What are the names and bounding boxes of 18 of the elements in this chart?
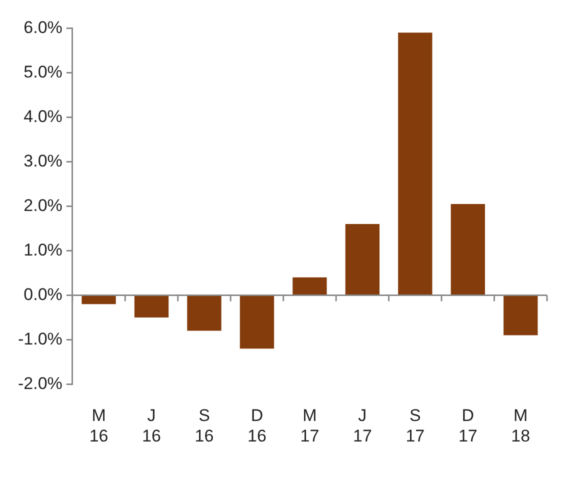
y-tick-label: 5.0% bbox=[24, 62, 62, 82]
x-tick-label: D 17 bbox=[458, 406, 478, 446]
y-tick-label: 0.0% bbox=[24, 284, 62, 304]
y-tick-label: 1.0% bbox=[24, 240, 62, 260]
y-tick-label: -2.0% bbox=[18, 374, 62, 393]
x-tick-label: S 16 bbox=[194, 406, 214, 446]
y-tick-label: -1.0% bbox=[18, 329, 62, 348]
y-tick-label: 4.0% bbox=[24, 106, 62, 126]
y-tick-label: 6.0% bbox=[24, 18, 62, 37]
y-tick-label: 2.0% bbox=[24, 196, 62, 215]
x-tick-label: J 16 bbox=[142, 406, 161, 446]
x-tick-label: J 17 bbox=[352, 406, 372, 446]
x-tick-label: M 17 bbox=[300, 406, 320, 446]
x-tick-label: S 17 bbox=[406, 406, 425, 446]
x-tick-label: D 16 bbox=[248, 406, 266, 446]
x-tick-label: M 16 bbox=[89, 406, 108, 446]
x-tick-label: M 18 bbox=[511, 406, 530, 446]
y-tick-label: 3.0% bbox=[24, 151, 62, 170]
